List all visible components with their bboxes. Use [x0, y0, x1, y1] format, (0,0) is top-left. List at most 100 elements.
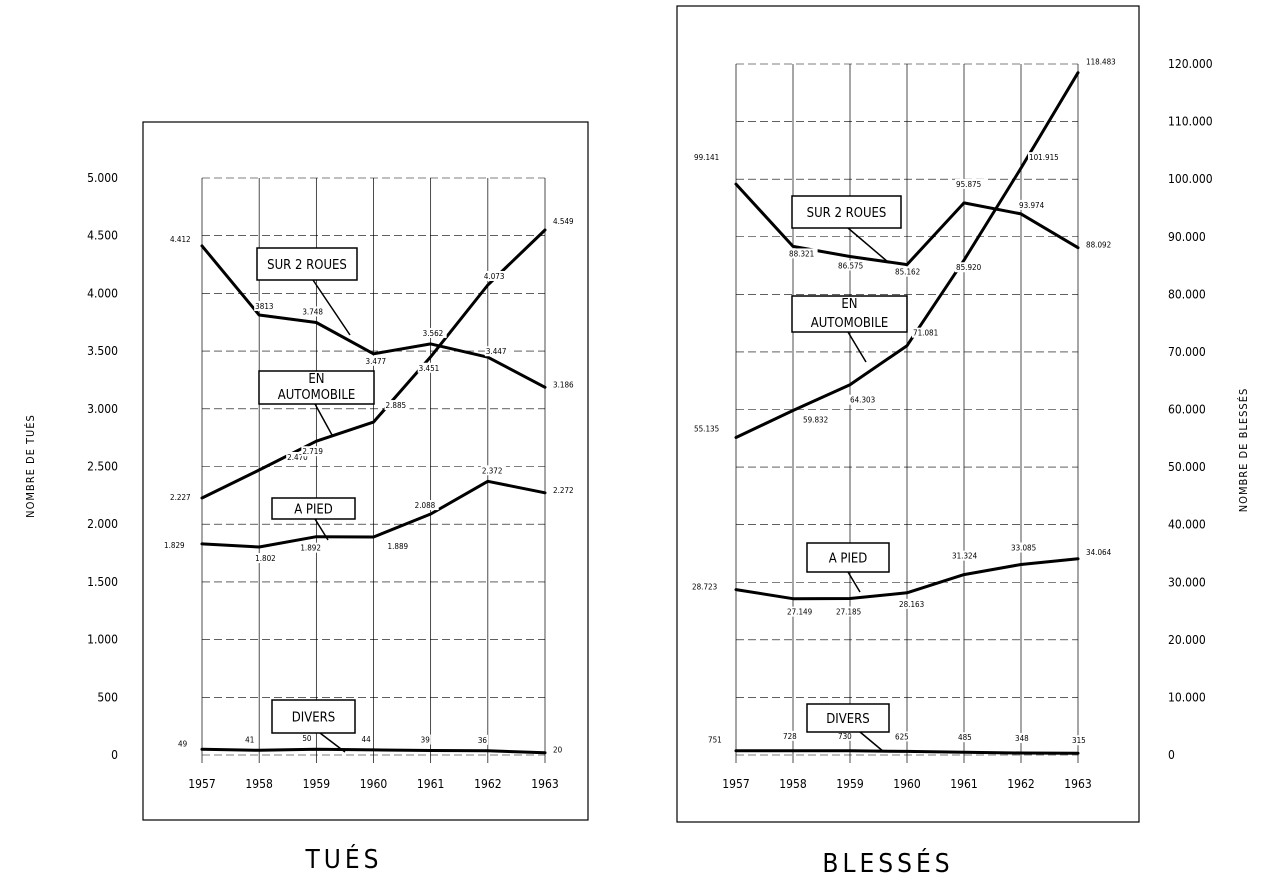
data-label-bg: [286, 451, 312, 462]
data-label: 95.875: [956, 180, 981, 189]
data-label-bg: [360, 733, 372, 744]
data-label: 118.483: [1086, 58, 1116, 67]
y-tick-label: 110.000: [1168, 115, 1213, 129]
data-label-bg: [301, 446, 327, 457]
series-line-0: [734, 182, 1080, 267]
data-label-bg: [894, 266, 924, 277]
data-label-bg: [552, 379, 577, 390]
series-label-text: A PIED: [829, 552, 868, 567]
data-label-bg: [552, 216, 577, 227]
data-label: 751: [708, 736, 722, 745]
y-tick-label: 2.500: [87, 460, 118, 474]
data-label-bg: [301, 306, 327, 317]
y-tick-label: 500: [97, 690, 118, 704]
series-label-box: [806, 542, 890, 573]
series-label-pointer: [319, 732, 346, 753]
series-label-text: SUR 2 ROUES: [807, 206, 887, 221]
y-axis-title: NOMBRE DE BLESSÉS: [1237, 388, 1250, 512]
data-label: 49: [178, 739, 188, 748]
y-tick-label: 60.000: [1168, 403, 1206, 417]
data-label-bg: [169, 492, 194, 503]
y-tick-label: 0: [111, 748, 118, 762]
data-label-bg: [244, 734, 256, 745]
data-label: 88.092: [1086, 241, 1111, 250]
data-label-bg: [912, 327, 942, 338]
data-label-bg: [482, 270, 508, 281]
data-label-bg: [955, 262, 985, 273]
y-tick-label: 3.000: [87, 402, 118, 416]
data-label-bg: [1085, 239, 1115, 250]
x-tick-label: 1957: [722, 777, 749, 791]
data-label-bg: [802, 414, 832, 425]
data-label: 28.163: [899, 600, 924, 609]
data-label-bg: [1018, 199, 1048, 210]
data-label-bg: [1085, 546, 1115, 557]
chart-blesses: 0 10.000 20.000 30.000 40.000 50.000 60.000 70.…: [676, 5, 1250, 879]
y-tick-label: 100.000: [1168, 172, 1213, 186]
data-label: 4.549: [553, 217, 574, 226]
series-line-1: [200, 228, 547, 500]
chart-tues: 0 500 1.000 1.500 2.000 2.500 3.000 3.500 4.000 4…: [24, 121, 589, 875]
x-tick-label: 1962: [474, 777, 501, 791]
data-label: 88.321: [789, 249, 814, 258]
data-label-bg: [707, 734, 723, 745]
series-line-3: [734, 749, 1080, 755]
data-label: 348: [1015, 734, 1029, 743]
y-tick-label: 4.000: [87, 286, 118, 300]
data-label-bg: [480, 465, 506, 476]
series-label-text: SUR 2 ROUES: [267, 258, 347, 273]
series-label-text: DIVERS: [826, 712, 869, 727]
data-label-bg: [419, 734, 431, 745]
series-label-pointer: [847, 227, 889, 263]
y-tick-label: 50.000: [1168, 460, 1206, 474]
data-label-bg: [849, 394, 879, 405]
data-label: 33.085: [1011, 543, 1036, 552]
y-axis-title: NOMBRE DE TUÉS: [24, 414, 37, 518]
series-line-1: [734, 71, 1080, 439]
data-label: 27.149: [787, 608, 813, 617]
y-tick-label: 80.000: [1168, 287, 1206, 301]
data-label: 2.719: [302, 447, 323, 456]
data-label: 64.303: [850, 396, 875, 405]
data-label: 1.892: [300, 544, 321, 553]
data-label-bg: [955, 178, 985, 189]
data-label-bg: [894, 731, 910, 742]
chart-frame: [676, 5, 1140, 823]
y-tick-label: 1.000: [87, 633, 118, 647]
data-label: 728: [783, 732, 797, 741]
y-tick-label: 3.500: [87, 344, 118, 358]
data-label-bg: [1028, 152, 1063, 163]
data-label-bg: [693, 423, 723, 434]
data-label: 86.575: [838, 261, 863, 270]
data-label: 2.372: [482, 466, 503, 475]
series-label-box: [791, 295, 908, 333]
data-label-bg: [476, 734, 489, 745]
data-label-bg: [1014, 732, 1030, 743]
data-label: 41: [245, 735, 254, 744]
x-tick-label: 1961: [417, 777, 444, 791]
series-label-text: EN: [308, 372, 324, 387]
data-label: 315: [1072, 736, 1086, 745]
data-label-bg: [386, 541, 412, 552]
data-label-bg: [254, 553, 280, 564]
data-label-bg: [417, 362, 443, 373]
y-tick-label: 70.000: [1168, 345, 1206, 359]
y-tick-label: 10.000: [1168, 690, 1206, 704]
data-label-bg: [163, 539, 188, 550]
data-label-bg: [421, 327, 447, 338]
series-label-text: DIVERS: [292, 711, 335, 726]
data-label-bg: [1085, 56, 1120, 67]
data-label: 71.081: [913, 329, 938, 338]
series-label-pointer: [859, 731, 885, 753]
data-label: 4.073: [484, 272, 505, 281]
x-tick-label: 1957: [188, 777, 215, 791]
y-tick-label: 4.500: [87, 229, 118, 243]
data-label: 3813: [255, 302, 273, 311]
data-label: 3.186: [553, 380, 574, 389]
data-label: 625: [895, 732, 909, 741]
data-label: 39: [421, 735, 431, 744]
data-label-bg: [384, 400, 410, 411]
data-label: 44: [362, 735, 372, 744]
data-label-bg: [254, 300, 275, 311]
